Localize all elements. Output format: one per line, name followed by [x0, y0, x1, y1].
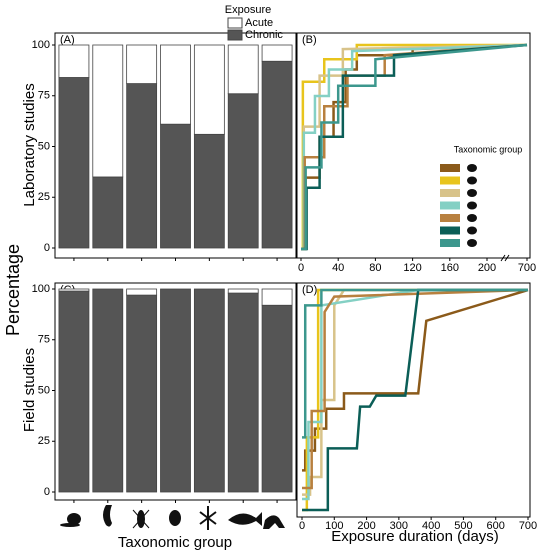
bar-segment	[58, 77, 90, 249]
x-axis-label: Taxonomic group	[118, 534, 232, 551]
bar-segment	[160, 288, 191, 493]
series-line	[302, 288, 528, 439]
plot-frame	[296, 32, 531, 259]
legend-swatch	[227, 17, 243, 29]
legend-icon	[467, 214, 477, 222]
x-tick-label: 160	[441, 262, 459, 274]
series-line	[302, 288, 529, 490]
bar-segment	[58, 290, 90, 493]
x-tick-label: 200	[478, 262, 496, 274]
bar-segment	[193, 133, 225, 249]
x-tick-label: 200	[357, 520, 375, 532]
y-tick-label: 50	[38, 384, 50, 396]
legend-icon	[467, 226, 477, 235]
legend-swatch	[440, 214, 460, 222]
legend-icon	[467, 189, 477, 197]
y-tick-label: 25	[38, 435, 50, 447]
x-axis-label: Exposure duration (days)	[331, 528, 499, 545]
bar-segment	[261, 60, 293, 249]
legend-title: Exposure	[225, 4, 271, 16]
legend-icon	[467, 201, 477, 210]
bar-segment	[261, 288, 293, 306]
y-tick-label: 100	[32, 39, 50, 51]
x-tick-label: 0	[298, 262, 304, 274]
x-tick-label: 700	[518, 262, 536, 274]
legend-icon	[467, 176, 477, 185]
y-tick-label: 50	[38, 140, 50, 152]
panel-label: (B)	[302, 34, 317, 46]
legend-swatch	[440, 226, 460, 235]
bar-segment	[58, 288, 90, 292]
legend-swatch	[440, 239, 460, 247]
bar-segment	[126, 83, 158, 249]
series-line	[301, 43, 528, 251]
y-axis-label: Percentage	[3, 244, 23, 336]
legend-title: Taxonomic group	[454, 144, 523, 154]
panel-label: (A)	[60, 34, 75, 46]
bar-segment	[193, 44, 225, 135]
row-label: Laboratory studies	[21, 83, 38, 206]
bar-segment	[160, 123, 191, 249]
taxon-icons	[60, 505, 285, 530]
bar-segment	[227, 93, 259, 249]
bar-segment	[227, 288, 259, 294]
panel-label: (D)	[302, 284, 317, 296]
axis-break	[500, 254, 510, 262]
series-line	[302, 288, 529, 472]
bar-segment	[227, 292, 259, 493]
plot-frame	[296, 282, 531, 518]
legend-swatch	[440, 164, 460, 172]
bar-segment	[261, 44, 293, 62]
legend-label: Acute	[245, 17, 273, 29]
bar-segment	[126, 44, 158, 84]
x-tick-label: 100	[325, 520, 343, 532]
bar-segment	[227, 44, 259, 95]
x-tick-label: 300	[390, 520, 408, 532]
bar-segment	[193, 288, 225, 493]
bar-segment	[92, 176, 124, 249]
legend-swatch	[440, 176, 460, 185]
y-tick-label: 100	[32, 283, 50, 295]
x-tick-label: 600	[487, 520, 505, 532]
bar-segment	[126, 294, 158, 493]
y-tick-label: 75	[38, 334, 50, 346]
x-tick-label: 700	[519, 520, 537, 532]
legend-swatch	[227, 29, 243, 41]
legend-swatch	[440, 201, 460, 210]
legend-icon	[467, 239, 477, 247]
x-tick-label: 40	[332, 262, 344, 274]
row-label: Field studies	[21, 348, 38, 432]
y-tick-label: 0	[44, 486, 50, 498]
legend-swatch	[440, 189, 460, 197]
legend-icon	[467, 164, 477, 172]
legend-label: Chronic	[245, 29, 283, 41]
bar-segment	[58, 44, 90, 78]
x-tick-label: 120	[403, 262, 421, 274]
series-line	[302, 288, 528, 512]
x-tick-label: 500	[454, 520, 472, 532]
bar-segment	[92, 44, 124, 178]
bar-segment	[160, 44, 191, 125]
y-tick-label: 0	[44, 242, 50, 254]
bar-segment	[126, 288, 158, 296]
bar-segment	[261, 304, 293, 493]
x-tick-label: 400	[422, 520, 440, 532]
y-tick-label: 75	[38, 90, 50, 102]
x-tick-label: 80	[369, 262, 381, 274]
bar-segment	[92, 288, 124, 493]
y-tick-label: 25	[38, 191, 50, 203]
x-tick-label: 0	[299, 520, 305, 532]
